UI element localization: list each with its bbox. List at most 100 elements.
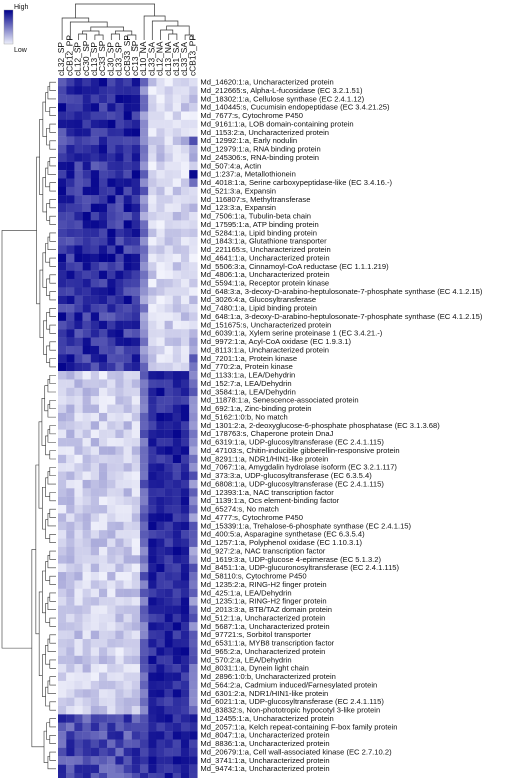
column-label: cCB13_PP [187,35,197,76]
heatmap-cell [164,655,173,665]
heatmap-cell [99,513,108,522]
heatmap-cell [58,345,67,355]
heatmap-cell [115,773,124,778]
dendrogram-branch [49,676,56,686]
heatmap-cell [74,714,83,723]
heatmap-cell [131,613,141,623]
heatmap-cell [131,580,141,589]
heatmap-cell [123,128,132,137]
heatmap-cell [172,722,182,732]
heatmap-cell [123,111,132,121]
row-label: Md_8031:1:a, Dynein light chain [200,664,309,673]
heatmap-cell [181,731,190,740]
heatmap-cell [140,144,149,154]
heatmap-cell [156,471,165,481]
heatmap-cell [148,304,157,313]
heatmap-cell [74,680,83,690]
heatmap-cell [58,111,67,121]
heatmap-cell [123,170,132,179]
heatmap-cell [156,362,165,372]
heatmap-cell [164,295,173,305]
heatmap-cell [90,421,100,430]
heatmap-cell [189,195,198,204]
dendrogram-branch [49,291,56,301]
heatmap-cell [131,722,141,732]
heatmap-cell [74,572,83,581]
heatmap-cell [172,488,182,497]
heatmap-cell [74,320,83,330]
heatmap-cell [58,429,67,439]
heatmap-cell [123,572,132,581]
heatmap-cell [123,304,132,313]
row-label: Md_425:1:a, LEA/Dehydrin [200,588,291,597]
heatmap-cell [74,304,83,313]
heatmap-cell [90,362,100,372]
heatmap-cell [148,337,157,347]
row-label: Md_245306:s, RNA-binding protein [200,153,319,162]
heatmap-cell [181,128,190,137]
heatmap-cell [66,572,75,581]
heatmap-cell [90,739,100,749]
heatmap-cell [189,128,198,137]
heatmap-cell [148,144,157,154]
heatmap-cell [131,747,141,757]
dendrogram-branch [49,467,56,477]
heatmap-cell [131,320,141,330]
heatmap-cell [156,412,165,422]
heatmap-cell [74,697,83,707]
heatmap-cell [82,714,91,723]
heatmap-cell [115,178,124,187]
heatmap-cell [115,396,124,405]
heatmap-cell [164,639,173,648]
heatmap-cell [107,211,116,221]
heatmap-cell [115,655,124,665]
heatmap-cell [148,211,157,221]
heatmap-cell [181,530,190,539]
heatmap-cell [131,119,141,129]
heatmap-cell [82,354,91,363]
heatmap-cell [164,463,173,472]
heatmap-cell [181,538,190,548]
heatmap-cell [99,304,108,313]
heatmap-cell [172,103,182,112]
heatmap-cell [99,144,108,154]
heatmap-cell [131,496,141,506]
heatmap-cell [58,295,67,305]
heatmap-cell [99,329,108,338]
heatmap-cell [74,312,83,321]
column-label: cCB12_PP [64,35,74,76]
heatmap-cell [99,471,108,481]
heatmap-cell [164,371,173,380]
heatmap-cell [66,722,75,732]
heatmap-cell [115,203,124,213]
heatmap-cell [131,412,141,422]
dendrogram-branch [47,513,56,527]
column-label: cL33_SA [146,42,156,76]
dendrogram-branch [49,534,56,544]
heatmap-cell [82,605,91,615]
heatmap-cell [107,538,116,548]
dendrogram-branch [49,701,56,711]
heatmap-cell [140,396,149,405]
heatmap-cell [140,211,149,221]
heatmap-cell [74,664,83,673]
heatmap-cell [189,756,198,765]
heatmap-cell [181,438,190,447]
heatmap-cell [115,270,124,280]
heatmap-cell [123,220,132,229]
heatmap-cell [90,697,100,707]
heatmap-cell [156,580,165,589]
heatmap-cell [164,396,173,405]
heatmap-cell [99,722,108,732]
heatmap-cell [140,170,149,179]
row-label: Md_1843:1:a, Glutathione transporter [200,237,327,246]
dendrogram-branch [49,199,56,209]
heatmap-cell [172,639,182,648]
heatmap-cell [115,329,124,338]
heatmap-cell [189,211,198,221]
heatmap-cell [189,220,198,229]
heatmap-cell [172,329,182,338]
heatmap-cell [123,86,132,95]
heatmap-cell [148,320,157,330]
heatmap-cell [148,153,157,162]
